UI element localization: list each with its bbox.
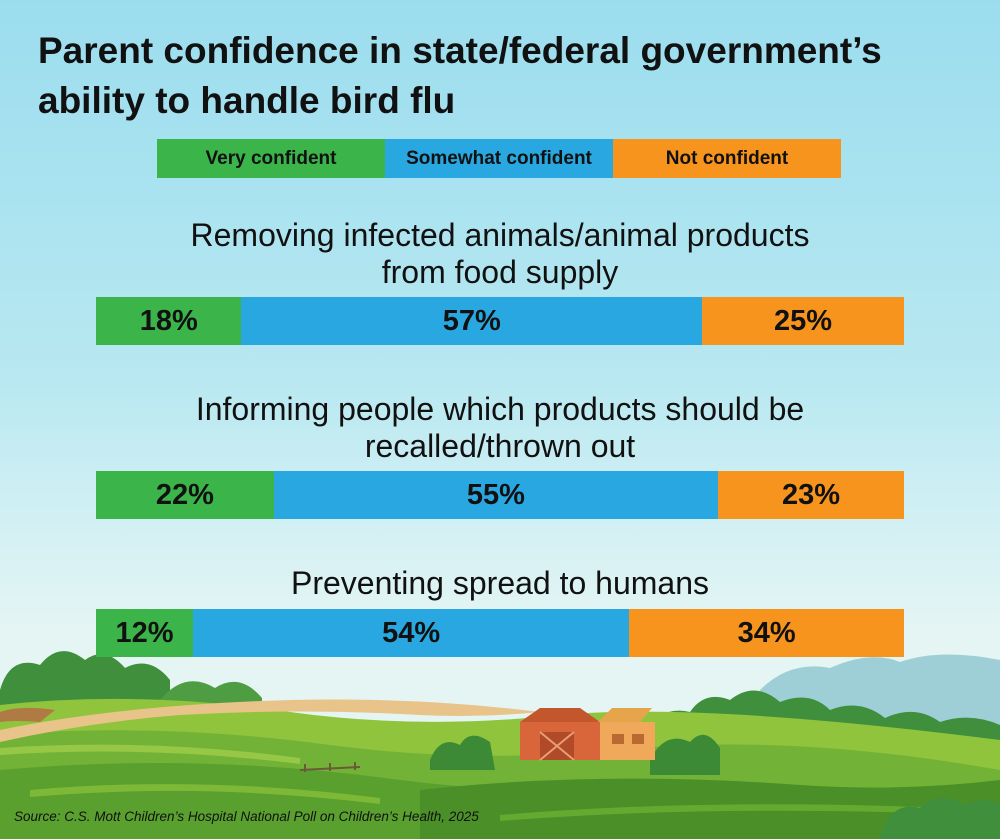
question-1-label: Removing infected animals/animal product… bbox=[50, 217, 950, 291]
question-2-line-2: recalled/thrown out bbox=[364, 428, 636, 464]
question-1-line-2: from food supply bbox=[381, 254, 619, 290]
source-note: Source: C.S. Mott Children’s Hospital Na… bbox=[14, 809, 479, 824]
bar-2-segment-not-confident: 23% bbox=[718, 471, 904, 519]
bar-1-segment-not-confident: 25% bbox=[701, 297, 904, 345]
legend: Very confident Somewhat confident Not co… bbox=[157, 139, 841, 178]
legend-very-confident: Very confident bbox=[157, 139, 385, 178]
chart-title: Parent confidence in state/federal gover… bbox=[38, 30, 882, 121]
bar-1-segment-somewhat-confident: 57% bbox=[241, 297, 702, 345]
question-2-label: Informing people which products should b… bbox=[50, 391, 950, 465]
bar-2-segment-somewhat-confident: 55% bbox=[273, 471, 719, 519]
bar-1-segment-very-confident: 18% bbox=[96, 297, 242, 345]
question-1-line-1: Removing infected animals/animal product… bbox=[190, 217, 810, 253]
legend-somewhat-confident: Somewhat confident bbox=[385, 139, 613, 178]
bar-question-1: 18% 57% 25% bbox=[96, 297, 904, 345]
question-2-line-1: Informing people which products should b… bbox=[195, 391, 805, 427]
bar-question-2: 22% 55% 23% bbox=[96, 471, 904, 519]
bar-2-segment-very-confident: 22% bbox=[96, 471, 274, 519]
bar-question-3: 12% 54% 34% bbox=[96, 609, 904, 657]
question-3-line-1: Preventing spread to humans bbox=[290, 565, 710, 601]
bar-3-segment-very-confident: 12% bbox=[96, 609, 193, 657]
question-3-label: Preventing spread to humans bbox=[50, 565, 950, 602]
bar-3-segment-not-confident: 34% bbox=[629, 609, 904, 657]
legend-not-confident: Not confident bbox=[613, 139, 841, 178]
bar-3-segment-somewhat-confident: 54% bbox=[192, 609, 630, 657]
